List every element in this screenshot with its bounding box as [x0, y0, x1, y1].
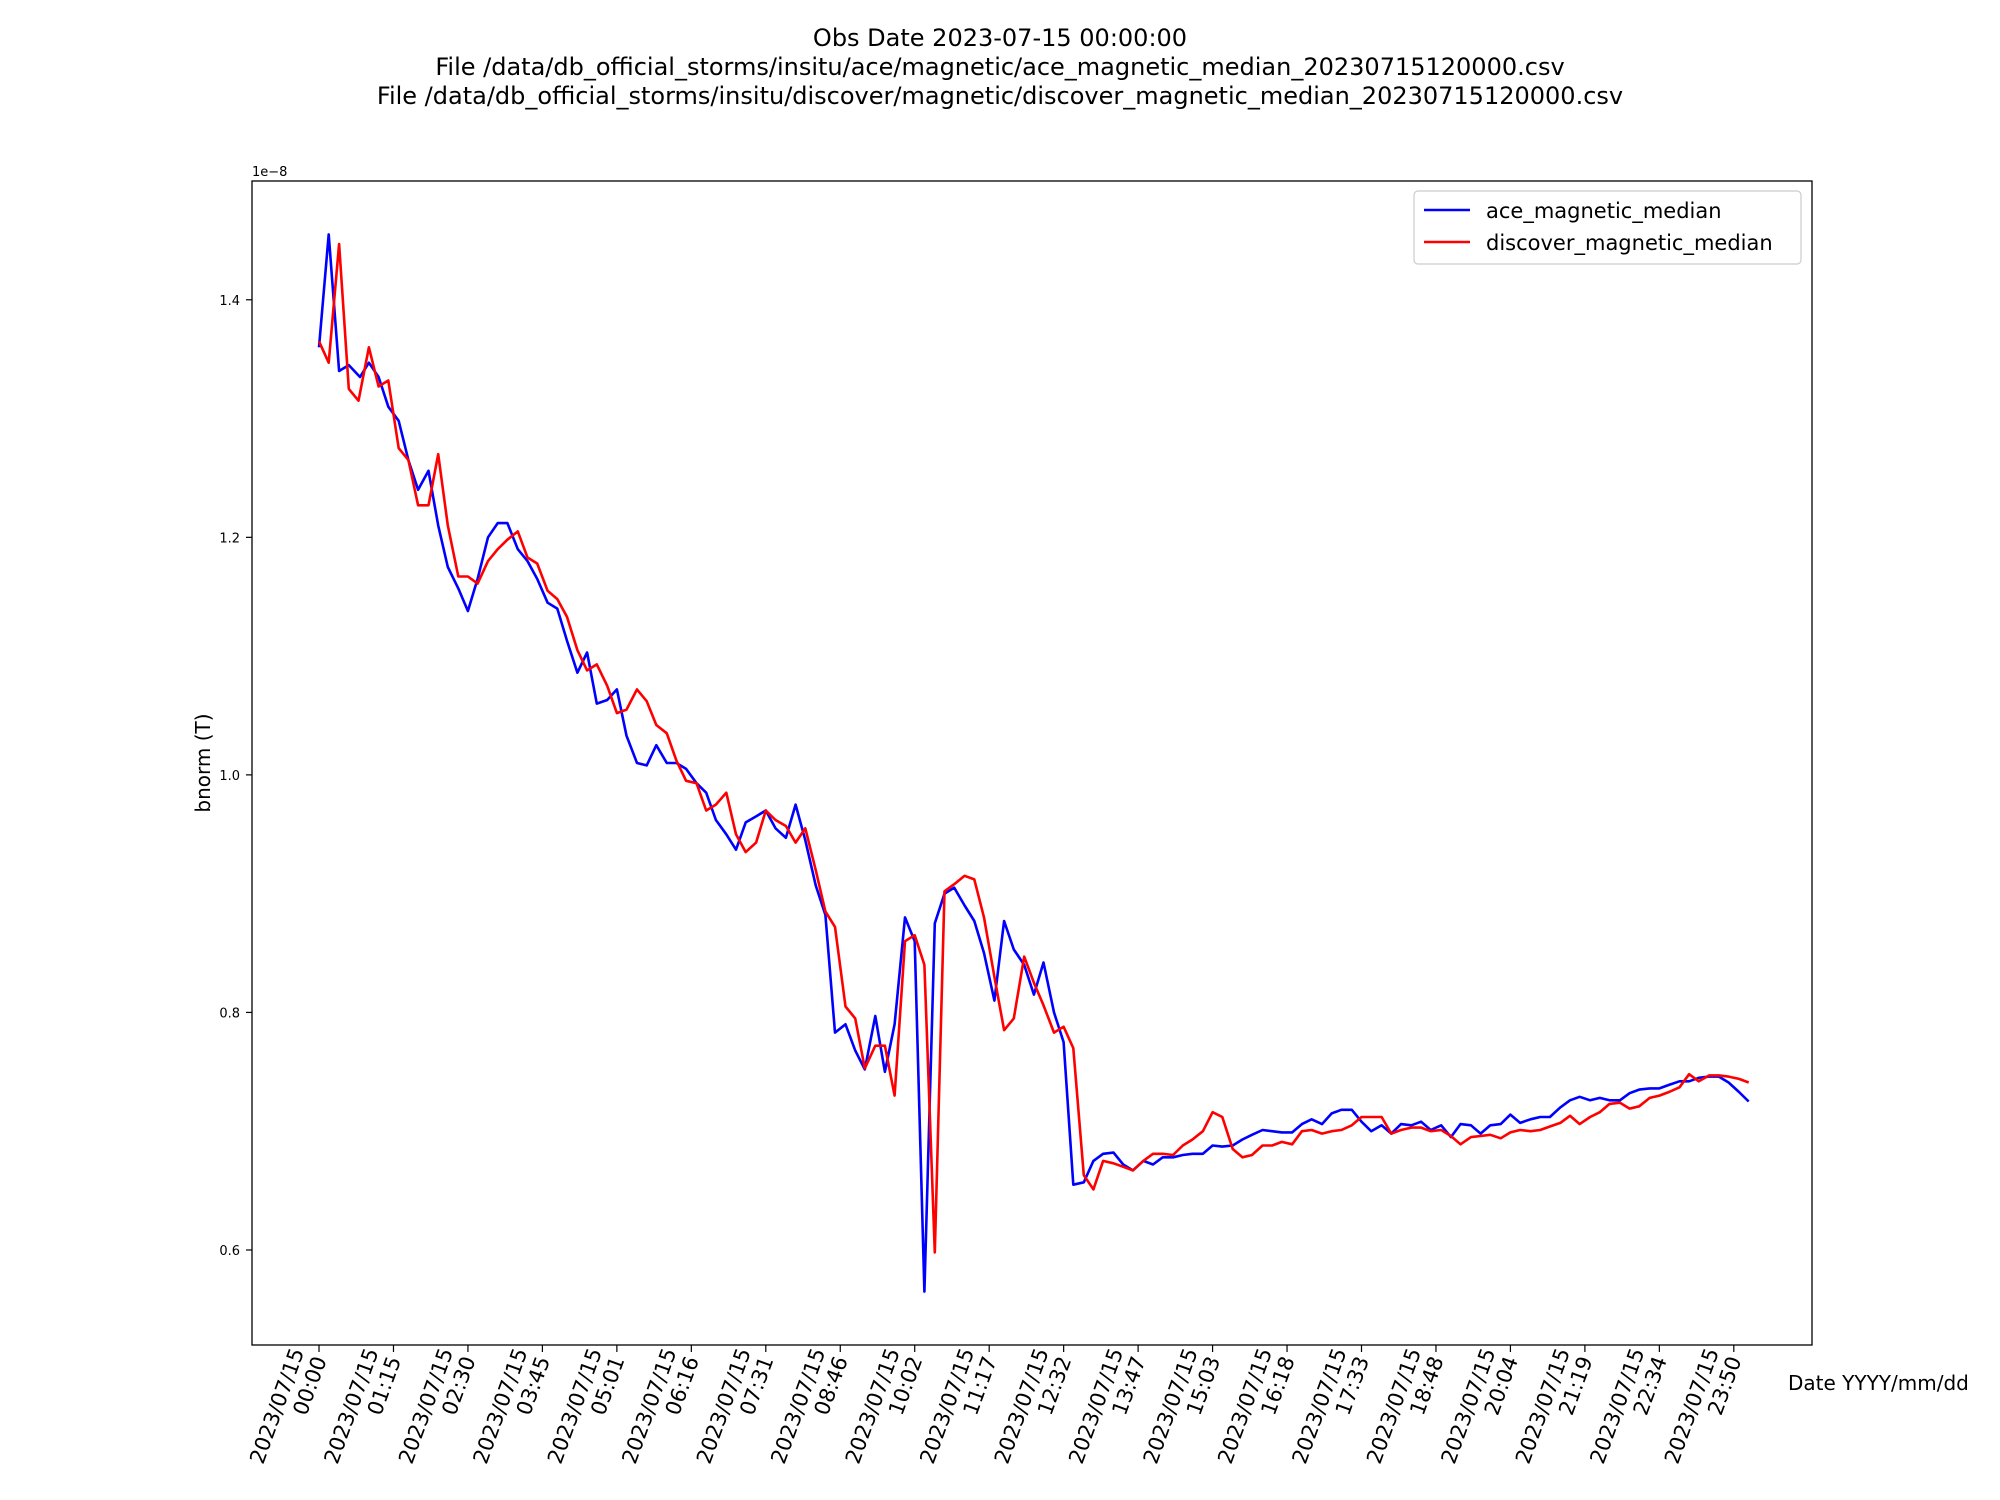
x-tick-label: 2023/07/1523:50	[1660, 1345, 1747, 1475]
legend-label-discover: discover_magnetic_median	[1486, 231, 1773, 256]
series-line-ace	[317, 233, 1750, 1293]
y-tick-label: 0.6	[219, 1244, 240, 1259]
x-tick-label: 2023/07/1516:18	[1213, 1345, 1300, 1475]
y-tick-label: 1.2	[219, 531, 240, 546]
legend-label-ace: ace_magnetic_median	[1486, 199, 1722, 224]
x-tick-label: 2023/07/1521:19	[1511, 1345, 1598, 1475]
y-tick-label: 1.4	[219, 294, 240, 309]
x-tick-label: 2023/07/1503:45	[468, 1345, 555, 1475]
x-tick-label: 2023/07/1522:34	[1585, 1345, 1672, 1475]
legend-box	[1413, 190, 1802, 265]
title-line-ace-file: File /data/db_official_storms/insitu/ace…	[435, 53, 1565, 81]
title-line-discover-file: File /data/db_official_storms/insitu/dis…	[376, 82, 1624, 110]
y-tick-label: 0.8	[219, 1006, 240, 1021]
x-tick-label: 2023/07/1507:31	[692, 1345, 779, 1475]
y-axis: 0.6 0.8 1.0 1.2 1.4	[219, 294, 252, 1259]
chart-title: Obs Date 2023-07-15 00:00:00 File /data/…	[0, 24, 2000, 111]
series-line-discover	[317, 242, 1750, 1254]
y-tick-label: 1.0	[219, 769, 240, 784]
x-tick-label: 2023/07/1520:04	[1436, 1345, 1523, 1475]
x-tick-label: 2023/07/1512:32	[990, 1345, 1077, 1475]
x-tick-label: 2023/07/1508:46	[766, 1345, 853, 1475]
y-axis-label: bnorm (T)	[191, 713, 215, 812]
x-tick-label: 2023/07/1518:48	[1362, 1345, 1449, 1475]
y-offset-label: 1e−8	[252, 165, 287, 180]
legend: ace_magnetic_median discover_magnetic_me…	[1413, 190, 1802, 265]
plot-frame	[251, 180, 1813, 1346]
x-tick-label: 2023/07/1513:47	[1064, 1345, 1151, 1475]
x-tick-label: 2023/07/1502:30	[394, 1345, 481, 1475]
x-axis: 2023/07/1500:002023/07/1501:152023/07/15…	[245, 1345, 1747, 1475]
x-tick-label: 2023/07/1511:17	[915, 1345, 1002, 1475]
x-tick-label: 2023/07/1515:03	[1139, 1345, 1226, 1475]
x-tick-label: 2023/07/1500:00	[245, 1345, 332, 1475]
x-tick-label: 2023/07/1505:01	[543, 1345, 630, 1475]
x-tick-label: 2023/07/1517:33	[1288, 1345, 1375, 1475]
x-tick-label: 2023/07/1501:15	[320, 1345, 407, 1475]
title-line-obs-date: Obs Date 2023-07-15 00:00:00	[812, 24, 1188, 52]
x-tick-label: 2023/07/1510:02	[841, 1345, 928, 1475]
series-layer	[317, 233, 1750, 1293]
x-tick-label: 2023/07/1506:16	[617, 1345, 704, 1475]
x-axis-label: Date YYYY/mm/dd	[1788, 1371, 1969, 1395]
